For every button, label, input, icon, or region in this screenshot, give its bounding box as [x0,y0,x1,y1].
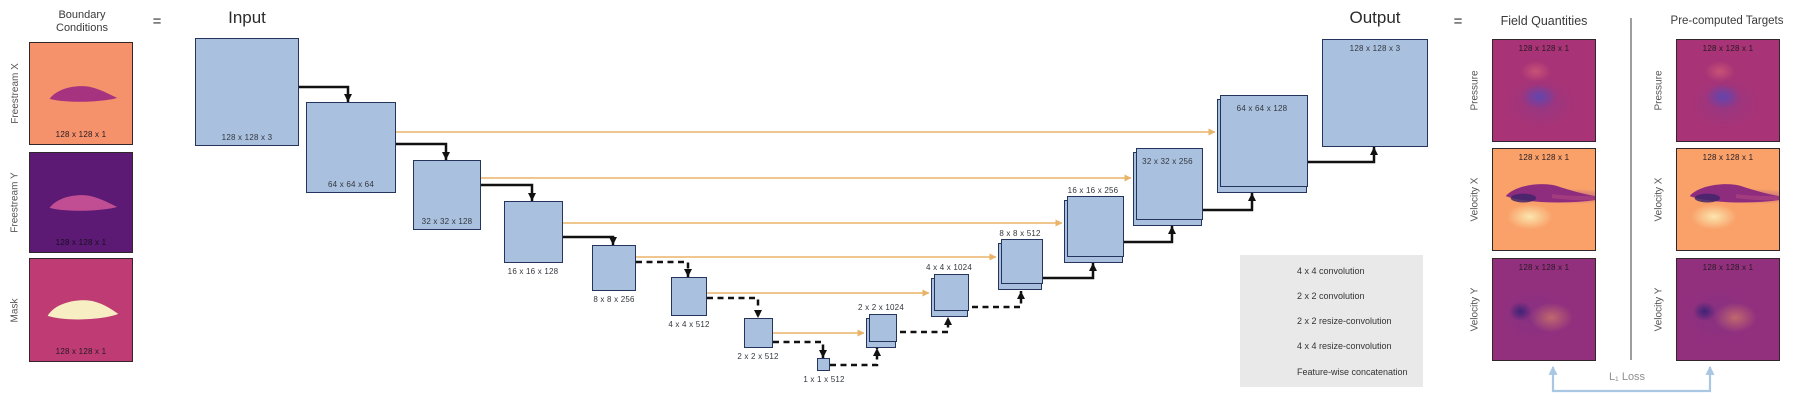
freestream-x-image: 128 x 128 x 1 [29,42,133,145]
dec-2-label: 2 x 2 x 1024 [858,303,904,312]
unet-box-dec-2 [866,314,897,348]
unet-box-enc-2 [744,318,773,348]
pressure-field-image: 128 x 128 x 1 [1492,39,1596,142]
unet-box-enc-64: 64 x 64 x 64 [306,102,396,193]
pressure-target-image: 128 x 128 x 1 [1676,39,1780,142]
unet-box-enc-16 [504,201,563,263]
unet-box-enc-1 [817,358,830,371]
velocity-y-target-image: 128 x 128 x 1 [1676,258,1780,361]
precomputed-targets-title: Pre-computed Targets [1670,15,1784,27]
conv4x4-arrows [299,85,617,245]
conv-arrow [299,85,352,102]
airfoil-wake-shape [1505,184,1595,203]
unet-box-enc-32: 32 x 32 x 128 [413,160,481,230]
enc-16-label: 16 x 16 x 128 [507,267,559,276]
velocity-y-field-image: 128 x 128 x 1 [1492,258,1596,361]
unet-box-dec-64: 64 x 64 x 128 [1217,95,1308,193]
conv-dashed-arrow [636,260,692,277]
resize4x4-arrows [1042,147,1378,280]
unet-box-enc-4 [671,277,707,316]
resize-arrow [1042,263,1097,280]
resize-arrow [1307,147,1378,164]
conv-arrow [481,183,536,201]
conv-arrow [562,235,617,245]
l1-loss-bracket [1548,365,1715,393]
airfoil-shape [49,195,118,211]
legend-item-concat: Feature-wise concatenation [1297,367,1408,377]
output-title: Output [1349,8,1401,27]
velocity-x-field-image: 128 x 128 x 1 [1492,148,1596,251]
unet-box-input: 128 x 128 x 3 [195,38,299,146]
dec-8-label: 8 x 8 x 512 [999,229,1041,238]
airfoil-shape [47,300,119,320]
resize-arrow [1123,226,1176,244]
unet-box-output: 128 x 128 x 3 [1322,39,1428,147]
unet-box-enc-8 [592,245,636,291]
resize-dashed-arrow [972,291,1025,309]
mask-image: 128 x 128 x 1 [29,258,133,362]
equals-sign-right: = [1453,13,1463,30]
velocity-x-target-image: 128 x 128 x 1 [1676,148,1780,251]
unet-box-dec-16 [1064,196,1124,263]
concat-lines [396,128,1216,337]
field-quantities-title: Field Quantities [1500,14,1588,28]
dec-16-label: 16 x 16 x 256 [1067,186,1119,195]
airfoil-shape [49,86,118,102]
legend-item-resize2x2: 2 x 2 resize-convolution [1297,316,1392,326]
resize-arrow [1202,193,1256,212]
legend-item-resize4x4: 4 x 4 resize-convolution [1297,341,1392,351]
airfoil-wake-shape [1689,184,1779,203]
enc-4-label: 4 x 4 x 512 [668,320,710,329]
boundary-conditions-title: Boundary Conditions [56,9,108,34]
resize-dashed-arrow [830,348,881,367]
resize2x2-arrows [830,291,1025,367]
enc-1-label: 1 x 1 x 512 [803,375,845,384]
conv2x2-arrows [636,260,827,358]
enc-2-label: 2 x 2 x 512 [737,352,779,361]
input-title: Input [228,8,266,27]
resize-dashed-arrow [900,317,952,334]
legend-item-conv4x4: 4 x 4 convolution [1297,266,1365,276]
legend-box [1240,255,1423,387]
equals-sign-left: = [152,13,162,30]
conv-dashed-arrow [707,296,762,318]
dec-4-label: 4 x 4 x 1024 [926,263,972,272]
legend-item-conv2x2: 2 x 2 convolution [1297,291,1365,301]
enc-8-label: 8 x 8 x 256 [593,295,635,304]
unet-box-dec-8 [998,239,1043,290]
freestream-y-image: 128 x 128 x 1 [29,152,133,253]
unet-box-dec-4 [931,274,969,317]
conv-arrow [396,142,450,160]
unet-box-dec-32: 32 x 32 x 256 [1133,148,1203,226]
